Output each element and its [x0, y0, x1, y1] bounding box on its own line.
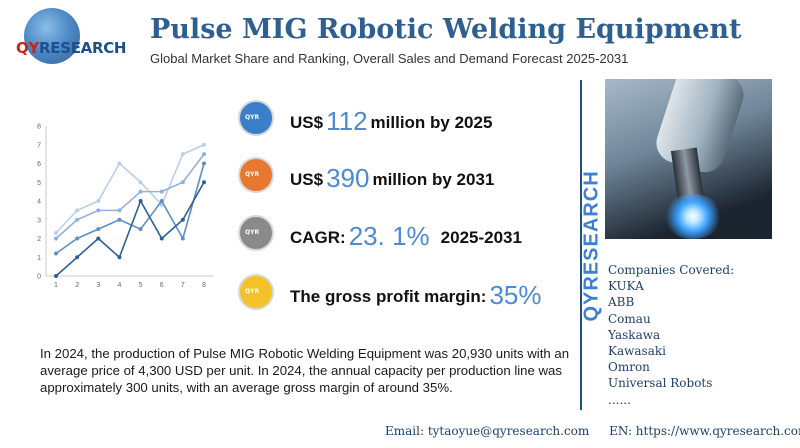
series-line-3 [55, 163, 205, 255]
qyr-badge-icon: QYR [238, 100, 274, 136]
x-tick-label: 1 [54, 282, 58, 289]
stat-value: 35% [489, 280, 542, 310]
stat-prefix: The gross profit margin: [290, 287, 487, 306]
data-point [117, 161, 122, 166]
stat-suffix: million by 2025 [370, 113, 493, 132]
data-point [96, 227, 101, 232]
data-point [54, 236, 58, 241]
data-point [159, 189, 164, 194]
footer-website[interactable]: EN: https://www.qyresearch.com [609, 424, 800, 438]
page-title: Pulse MIG Robotic Welding Equipment [150, 14, 742, 45]
company-item: Comau [608, 311, 651, 326]
series-line-1 [55, 144, 205, 234]
globe-icon [24, 8, 80, 64]
data-point [96, 208, 101, 213]
company-item: Kawasaki [608, 344, 666, 359]
stat-margin: QYR The gross profit margin: 35% [238, 274, 568, 314]
data-point [180, 236, 185, 241]
y-tick-label: 3 [37, 217, 41, 224]
data-point [117, 208, 122, 213]
series-line-4 [55, 181, 205, 277]
page-subtitle: Global Market Share and Ranking, Overall… [150, 51, 629, 66]
vertical-brand-text: QYRESEARCH [580, 170, 603, 322]
y-tick-label: 2 [37, 236, 41, 243]
line-chart: 0 1 2 3 4 5 6 7 8 1 2 3 4 5 6 7 8 [30, 120, 220, 295]
data-point [117, 217, 122, 222]
data-point [138, 199, 143, 203]
stat-suffix: 2025-2031 [440, 228, 522, 247]
welding-robot-image [605, 79, 772, 239]
data-point [202, 152, 206, 157]
data-point [96, 199, 101, 203]
data-point [54, 274, 58, 278]
companies-heading: Companies Covered: [608, 263, 735, 277]
y-tick-label: 6 [37, 161, 41, 168]
qyresearch-logo: QYRESEARCH [10, 6, 140, 68]
x-tick-label: 5 [139, 282, 143, 289]
stat-value: 390 [326, 163, 370, 193]
x-tick-label: 7 [181, 282, 185, 289]
y-tick-label: 5 [37, 180, 41, 187]
x-tick-label: 4 [117, 282, 121, 289]
data-point [117, 255, 122, 260]
stat-prefix: US$ [290, 170, 324, 189]
company-item: Yaskawa [608, 327, 661, 342]
footer-email[interactable]: Email: tytaoyue@qyresearch.com [385, 424, 590, 438]
stat-value: 23. 1% [348, 221, 430, 251]
stat-2031: QYR US$ 390 million by 2031 [238, 157, 568, 197]
y-tick-label: 7 [37, 142, 41, 149]
company-item: Omron [608, 360, 650, 375]
line-chart-svg: 0 1 2 3 4 5 6 7 8 1 2 3 4 5 6 7 8 [37, 124, 214, 289]
data-point [75, 236, 80, 241]
data-point [202, 161, 206, 166]
companies-list: Companies Covered: KUKA ABB Comau Yaskaw… [608, 262, 734, 408]
stat-2025: QYR US$ 112 million by 2025 [238, 100, 568, 140]
stat-prefix: US$ [290, 113, 324, 132]
data-point [159, 199, 164, 203]
data-point [159, 236, 164, 241]
stat-cagr: QYR CAGR: 23. 1% 2025-2031 [238, 215, 568, 255]
y-tick-label: 0 [37, 274, 41, 281]
data-point [96, 236, 101, 241]
qyr-badge-icon: QYR [238, 274, 274, 310]
data-point [180, 180, 185, 185]
x-tick-label: 8 [202, 282, 206, 289]
y-tick-label: 4 [37, 199, 41, 206]
data-point [54, 230, 58, 235]
data-point [138, 189, 143, 194]
company-item: Universal Robots [608, 376, 713, 391]
stat-suffix: million by 2031 [372, 170, 495, 189]
company-item: ...... [608, 392, 631, 407]
data-point [75, 217, 80, 222]
qyr-badge-icon: QYR [238, 157, 274, 193]
divider-line [580, 80, 582, 410]
x-tick-label: 3 [96, 282, 100, 289]
data-point [180, 217, 185, 222]
company-item: KUKA [608, 279, 644, 294]
data-point [75, 208, 80, 213]
company-item: ABB [608, 295, 635, 310]
stat-value: 112 [326, 106, 368, 136]
y-tick-label: 8 [37, 124, 41, 131]
footer: Email: tytaoyue@qyresearch.com EN: https… [385, 424, 800, 438]
data-point [54, 251, 58, 256]
series-line-2 [55, 153, 205, 240]
data-point [202, 142, 206, 147]
qyr-badge-icon: QYR [238, 215, 274, 251]
data-point [180, 152, 185, 157]
data-point [138, 227, 143, 232]
data-point [138, 180, 143, 185]
market-description: In 2024, the production of Pulse MIG Rob… [40, 346, 570, 395]
stat-prefix: CAGR: [290, 228, 346, 247]
y-tick-label: 1 [37, 255, 41, 262]
x-tick-label: 2 [75, 282, 79, 289]
x-tick-label: 6 [160, 282, 164, 289]
logo-text: QYRESEARCH [16, 39, 127, 57]
data-point [202, 180, 206, 185]
data-point [75, 255, 80, 260]
